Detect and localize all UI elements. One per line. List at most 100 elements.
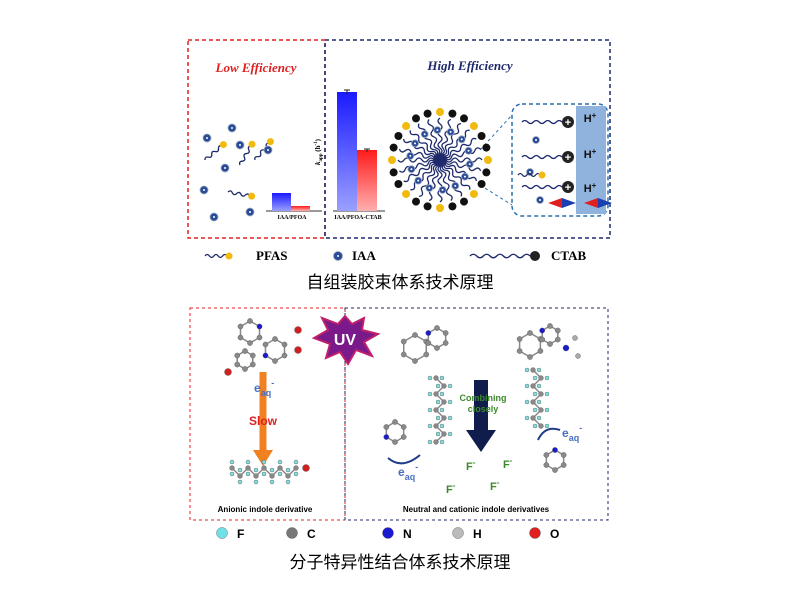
atom	[439, 375, 445, 381]
micelle-head	[484, 156, 492, 164]
micelle-head	[460, 197, 468, 206]
atom	[237, 467, 243, 473]
proton-sup: +	[592, 181, 597, 190]
atom	[224, 368, 232, 376]
bar-shape	[337, 92, 357, 211]
atom	[425, 330, 432, 336]
slow-arrow-head	[253, 450, 273, 466]
atom	[552, 447, 558, 453]
slow-label: Slow	[249, 414, 278, 428]
atom	[237, 479, 243, 485]
atom	[400, 338, 407, 345]
iaa-dot	[423, 133, 426, 136]
atom	[245, 459, 251, 465]
electron-label: eaq-	[254, 378, 274, 398]
proton-label: H+	[584, 147, 597, 161]
electron-base: e	[562, 426, 569, 440]
fluoride-label: F-	[503, 456, 513, 471]
chain	[439, 157, 483, 163]
atom	[552, 467, 558, 473]
atom	[538, 375, 544, 381]
electron-arrow	[537, 427, 561, 441]
atom	[538, 391, 544, 397]
atom	[435, 431, 441, 437]
atom	[544, 407, 550, 413]
atom	[562, 344, 570, 352]
micelle-head	[469, 122, 478, 131]
legend-label: N	[403, 527, 412, 541]
chain	[418, 159, 442, 198]
atom	[427, 407, 433, 413]
chain	[417, 123, 441, 161]
atom	[269, 467, 275, 473]
atom	[234, 361, 241, 368]
atom	[435, 383, 441, 389]
iaa-dot	[529, 171, 531, 173]
chain	[409, 130, 441, 161]
atom	[530, 367, 536, 373]
iaa-dot	[409, 154, 412, 157]
atom	[427, 391, 433, 397]
micelle-head	[389, 143, 398, 152]
atom	[277, 459, 283, 465]
iaa-dot	[417, 179, 420, 182]
legend-label: PFAS	[256, 248, 288, 263]
proton-sup: +	[592, 147, 597, 156]
atom	[281, 352, 288, 359]
electron-sup: -	[415, 462, 418, 472]
atom	[253, 479, 259, 485]
caption: 分子特异性结合体系技术原理	[290, 553, 511, 572]
iaa-dot	[428, 187, 431, 190]
iaa-dot	[249, 211, 251, 213]
chain	[437, 117, 443, 161]
pfas-head	[248, 192, 256, 200]
atom	[530, 415, 536, 421]
micelle-head	[402, 189, 411, 198]
electron-label: eaq-	[562, 423, 582, 443]
axis-label-sup: -1	[314, 141, 319, 146]
atom	[400, 351, 407, 358]
fluoride-sup: -	[510, 456, 513, 465]
atom	[537, 348, 544, 354]
chain	[398, 148, 441, 162]
atom	[441, 399, 447, 405]
iaa-dot	[535, 139, 537, 141]
atom	[237, 473, 243, 479]
cationic-frame	[344, 307, 609, 521]
atom	[536, 399, 542, 405]
electron-label: eaq-	[398, 462, 418, 482]
chain	[204, 253, 228, 259]
atom	[575, 353, 581, 359]
micelle-head	[423, 202, 432, 211]
atom	[536, 383, 542, 389]
atom	[452, 527, 464, 539]
micelle-head	[460, 114, 468, 123]
atom	[439, 439, 445, 445]
atom	[382, 527, 394, 539]
iaa-dot	[449, 130, 452, 133]
electron-sub: aq	[569, 433, 580, 443]
chain	[254, 142, 270, 161]
fluoride-base: F	[446, 484, 453, 496]
atom	[229, 459, 235, 465]
axis-label: kapp (h-1)	[314, 138, 324, 165]
atom	[532, 391, 538, 397]
iaa-dot	[267, 149, 269, 151]
atom	[392, 439, 398, 445]
legend-label: CTAB	[551, 248, 586, 263]
chain	[403, 159, 441, 183]
atom	[536, 367, 542, 373]
atom	[272, 336, 278, 342]
iaa-dot	[441, 188, 444, 191]
atom	[242, 366, 248, 372]
fluoride-sup: -	[497, 478, 500, 487]
atom	[286, 527, 298, 539]
atom	[262, 341, 269, 348]
atom	[412, 332, 418, 338]
iaa-dot	[203, 189, 205, 191]
micelle-head	[394, 132, 403, 140]
atom	[560, 452, 567, 458]
atom	[524, 415, 530, 421]
chain	[427, 119, 441, 161]
fluoride-sup: -	[473, 458, 476, 467]
